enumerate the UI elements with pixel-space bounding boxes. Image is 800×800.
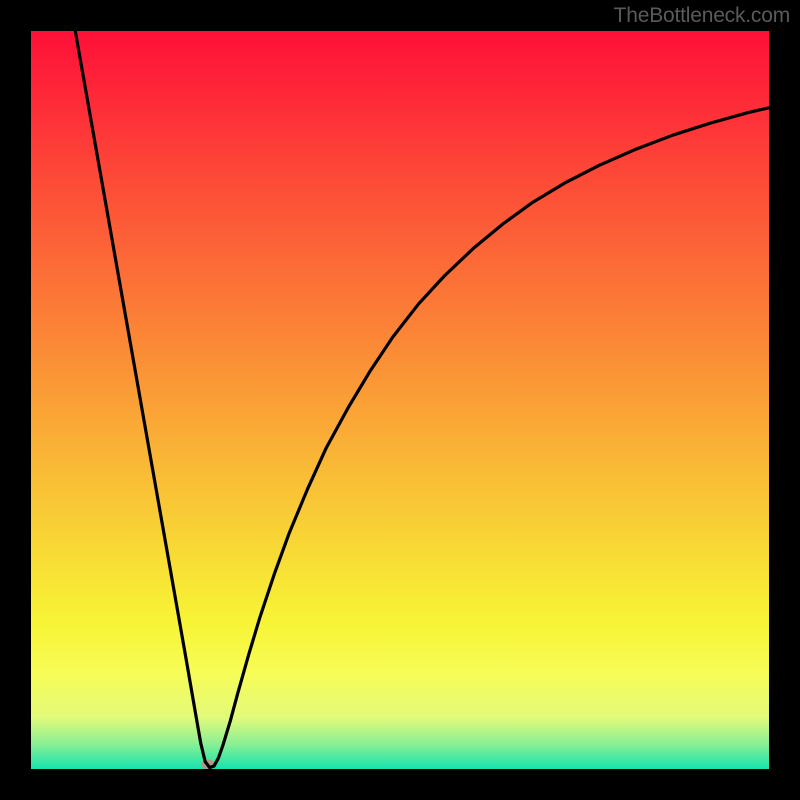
chart-container: TheBottleneck.com	[0, 0, 800, 800]
curve-overlay	[31, 31, 769, 769]
watermark-text: TheBottleneck.com	[614, 4, 790, 28]
bottleneck-curve	[75, 31, 769, 768]
plot-area	[31, 31, 769, 769]
